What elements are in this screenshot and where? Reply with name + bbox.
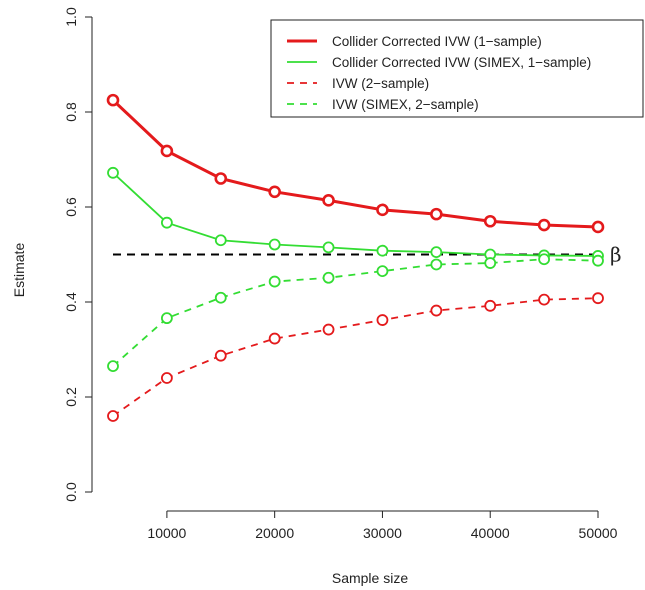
data-point [160, 312, 173, 325]
x-axis-title: Sample size [332, 570, 408, 586]
data-point [484, 299, 497, 312]
data-point [107, 166, 119, 179]
y-tick-label: 0.0 [63, 482, 79, 502]
series-4 [107, 253, 604, 373]
series-line [112, 258, 599, 367]
data-point [214, 291, 227, 304]
series-2 [107, 166, 604, 262]
x-tick-label: 50000 [579, 525, 618, 541]
legend-label: Collider Corrected IVW (SIMEX, 1−sample) [332, 55, 591, 70]
data-point [430, 258, 443, 271]
data-point [160, 216, 173, 229]
data-point [538, 293, 551, 306]
data-point [322, 241, 335, 254]
legend-items: Collider Corrected IVW (1−sample) Collide… [287, 34, 591, 112]
data-point [160, 144, 174, 158]
data-point [214, 349, 227, 362]
data-point [268, 185, 281, 199]
data-point [430, 304, 443, 317]
data-point [322, 271, 335, 284]
data-point [214, 172, 228, 185]
data-point [376, 265, 389, 278]
series-line [111, 99, 599, 229]
axes: 0.0 0.2 0.4 0.6 0.8 1.0 10000 20000 30000 40000 5… [63, 7, 618, 541]
data-point [107, 360, 119, 373]
x-tick-label: 30000 [363, 525, 402, 541]
series-line [112, 172, 599, 257]
data-point [592, 254, 604, 267]
y-tick-label: 0.8 [63, 102, 79, 122]
data-point [376, 314, 389, 326]
x-tick-label: 40000 [471, 525, 510, 541]
x-tick-label: 10000 [147, 525, 186, 541]
series-layer [106, 93, 605, 422]
data-point [268, 332, 281, 345]
series-3 [107, 292, 604, 422]
data-point [538, 253, 551, 266]
data-point [214, 234, 227, 247]
data-point [160, 372, 173, 384]
data-point [268, 275, 281, 288]
y-axis-title: Estimate [11, 243, 27, 298]
reference-line-label: β [610, 243, 622, 267]
legend-label: IVW (2−sample) [332, 76, 429, 91]
y-tick-label: 0.6 [63, 197, 79, 217]
data-point [430, 246, 443, 259]
y-tick-label: 0.2 [63, 387, 79, 407]
legend-label: IVW (SIMEX, 2−sample) [332, 97, 479, 112]
data-point [484, 257, 497, 269]
legend: Collider Corrected IVW (1−sample) Collide… [270, 19, 644, 118]
data-point [268, 238, 281, 251]
legend-label: Collider Corrected IVW (1−sample) [332, 34, 542, 49]
data-point [483, 214, 497, 228]
y-tick-label: 0.4 [63, 292, 79, 312]
y-tick-label: 1.0 [63, 7, 79, 27]
series-line [112, 297, 599, 417]
data-point [376, 244, 389, 257]
series-1 [106, 93, 605, 234]
data-point [106, 93, 120, 107]
data-point [592, 292, 604, 305]
y-ticks: 0.0 0.2 0.4 0.6 0.8 1.0 [63, 7, 92, 502]
data-point [322, 194, 335, 207]
legend-box [270, 19, 644, 118]
data-point [107, 410, 119, 422]
x-ticks: 10000 20000 30000 40000 50000 [147, 511, 618, 541]
data-point [537, 218, 551, 232]
data-point [591, 220, 605, 234]
data-point [376, 203, 389, 217]
data-point [322, 323, 335, 336]
data-point [430, 207, 443, 221]
x-tick-label: 20000 [255, 525, 294, 541]
